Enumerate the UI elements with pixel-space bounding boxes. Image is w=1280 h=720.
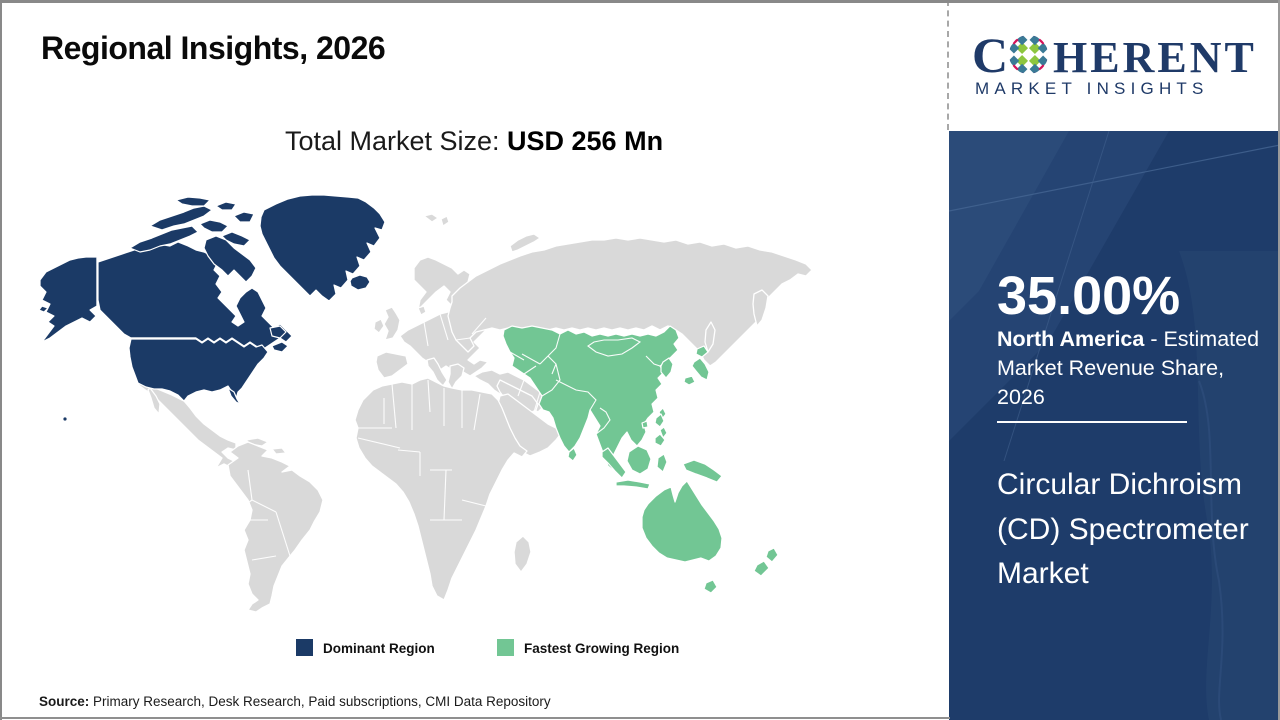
svg-text:HERENT: HERENT (1053, 33, 1257, 82)
svg-text:C: C (972, 27, 1008, 83)
svg-text:MARKET INSIGHTS: MARKET INSIGHTS (975, 79, 1209, 98)
